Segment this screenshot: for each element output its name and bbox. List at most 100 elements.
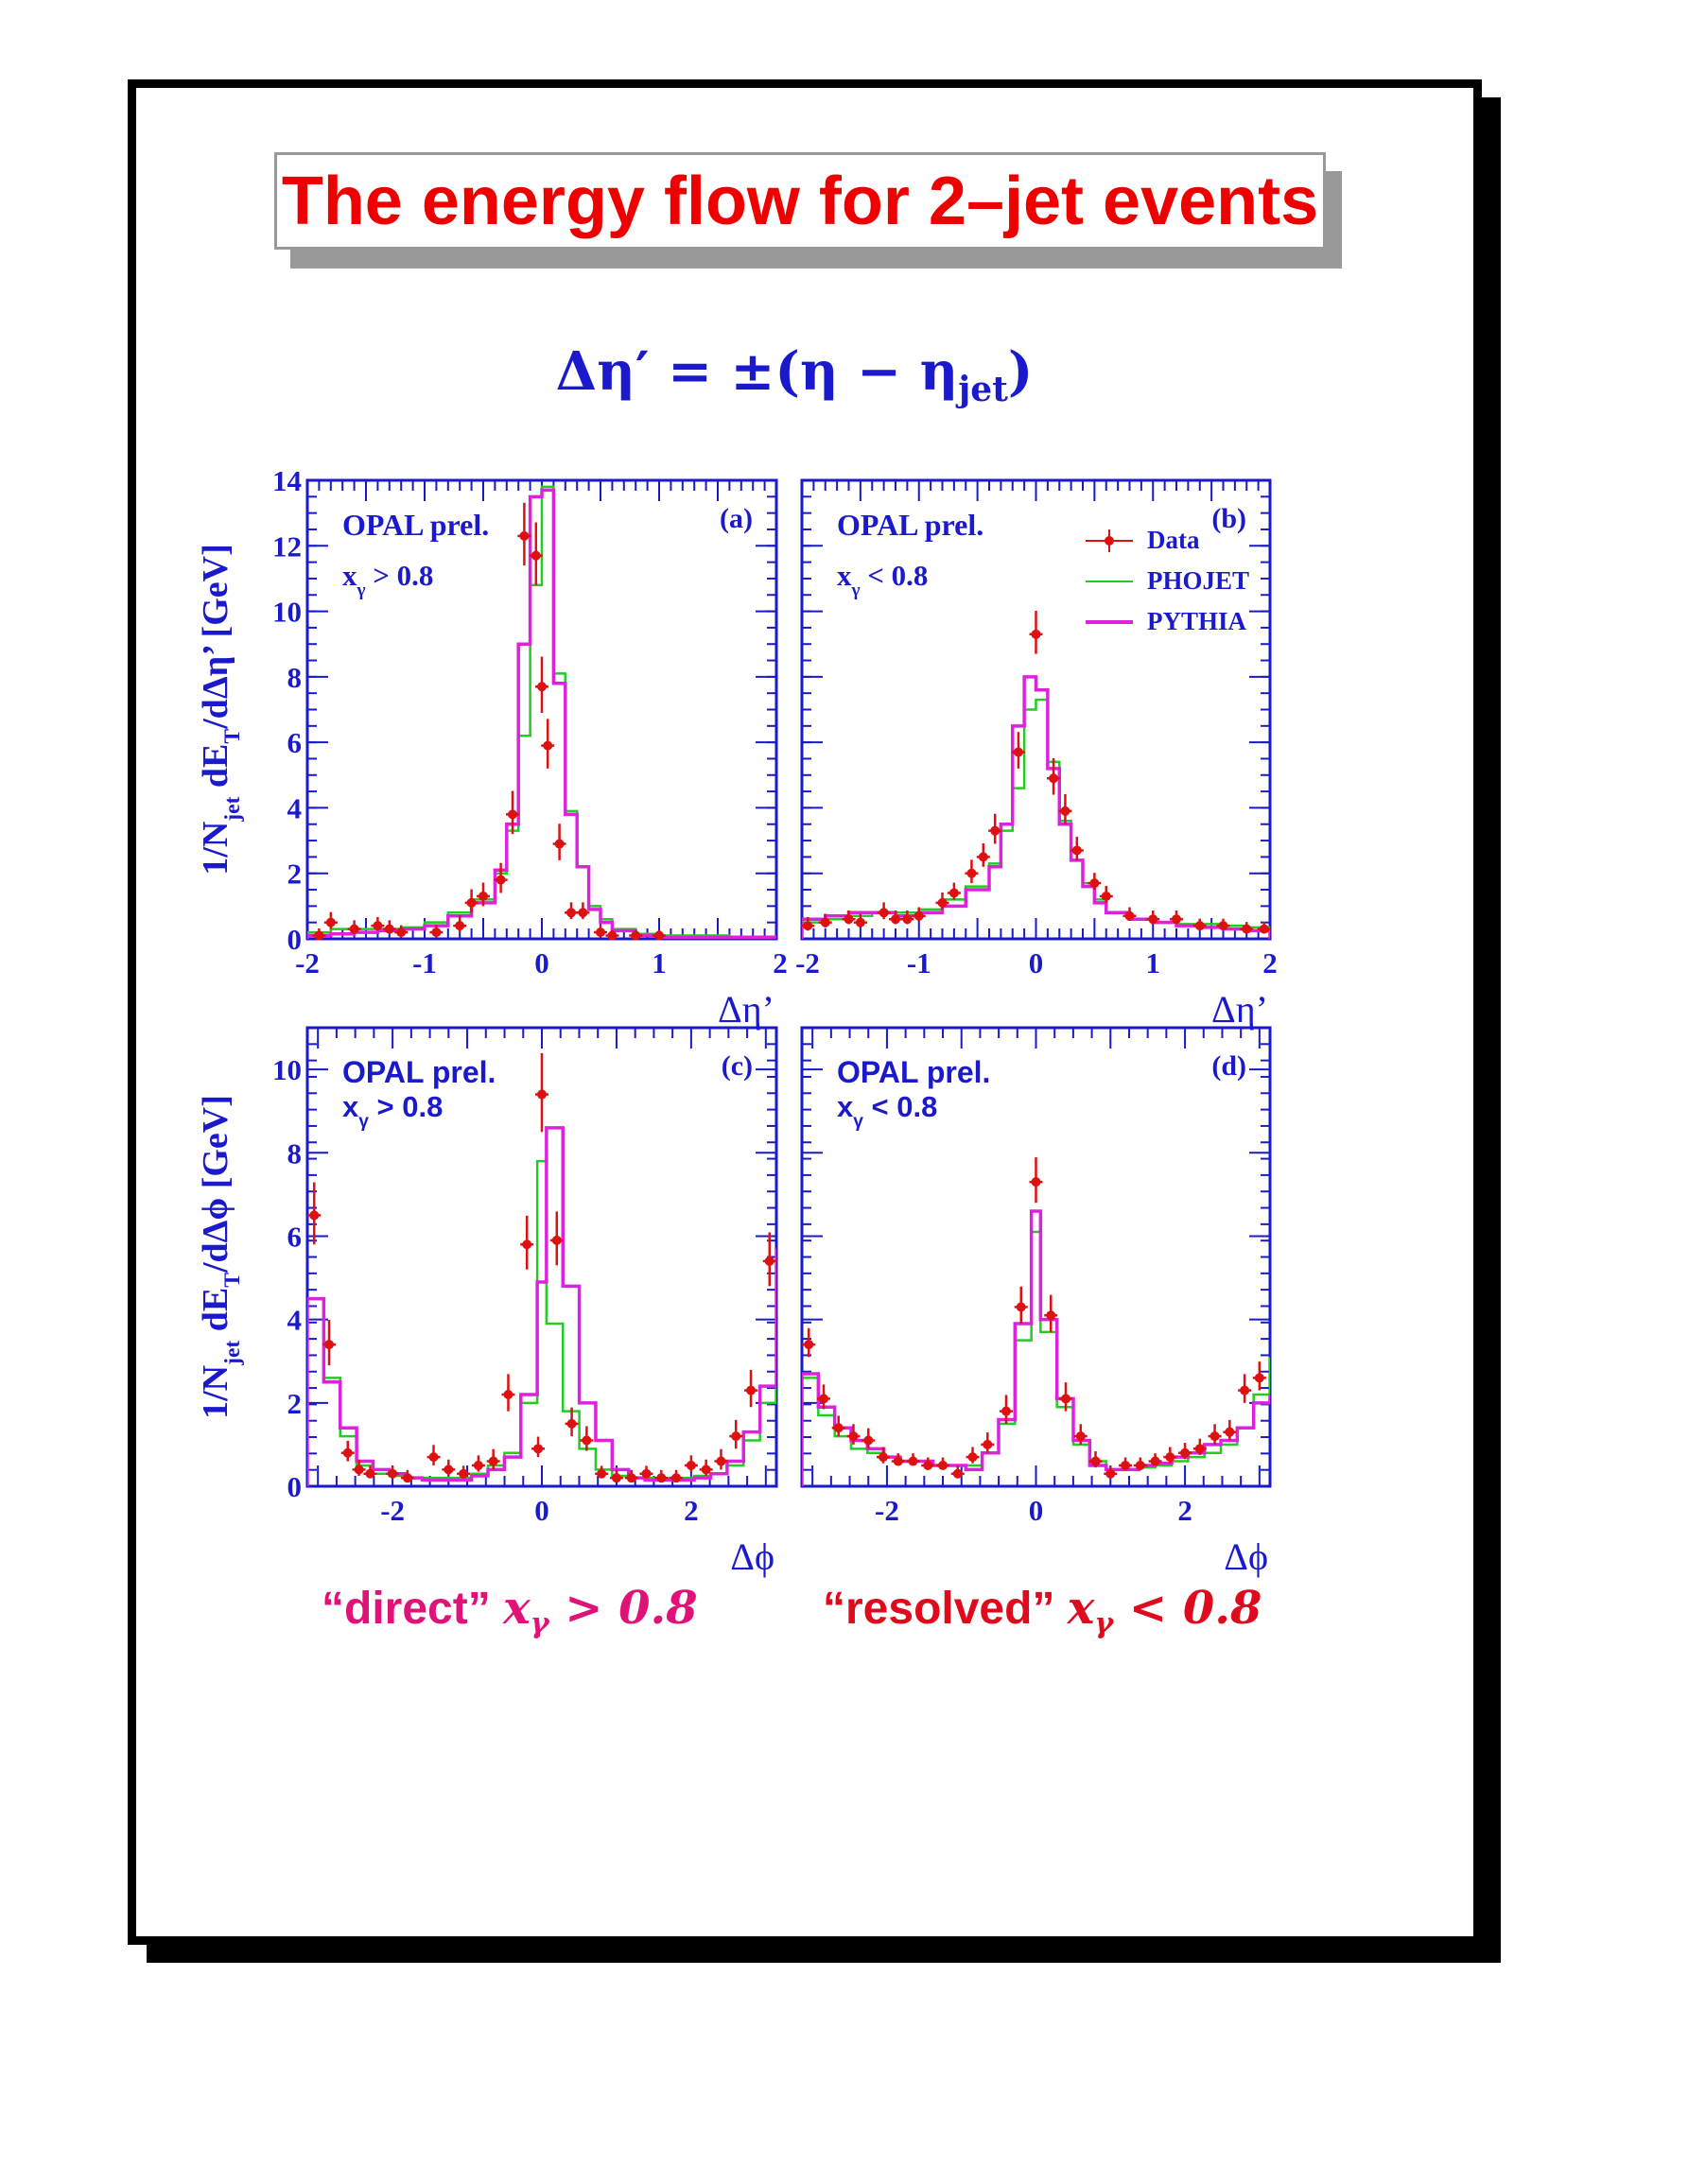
legend-pythia-label: PYTHIA xyxy=(1147,607,1247,635)
data-point xyxy=(388,1468,398,1479)
data-point xyxy=(444,1465,454,1475)
data-point xyxy=(803,921,813,931)
data-point xyxy=(879,908,889,918)
data-point xyxy=(804,1340,814,1350)
slide-title: The energy flow for 2–jet events xyxy=(281,163,1319,239)
y-tick-label: 10 xyxy=(272,596,302,629)
data-point xyxy=(1148,914,1158,925)
data-point xyxy=(309,1210,320,1221)
data-point xyxy=(1031,629,1041,639)
data-point xyxy=(1016,1302,1026,1312)
data-point xyxy=(578,908,588,918)
data-point xyxy=(508,809,517,820)
data-point xyxy=(596,927,605,938)
x-tick-label: 1 xyxy=(652,946,667,979)
y-tick-label: 4 xyxy=(287,1304,303,1337)
data-point xyxy=(990,825,1001,836)
data-point xyxy=(1075,1431,1086,1442)
data-point xyxy=(654,930,664,941)
data-point xyxy=(537,1089,547,1100)
y-tick-label: 8 xyxy=(287,661,303,694)
x-axis-title: Δη’ xyxy=(1211,988,1268,1031)
data-point xyxy=(1259,924,1269,934)
data-point xyxy=(1218,921,1228,931)
data-point xyxy=(1121,1460,1131,1470)
data-point xyxy=(716,1456,726,1466)
formula-rhs: ) xyxy=(1007,340,1034,403)
data-point xyxy=(1071,845,1082,856)
data-point xyxy=(1060,806,1070,816)
legend: Data PHOJET PYTHIA xyxy=(1086,526,1249,635)
data-point xyxy=(611,1473,621,1483)
data-point xyxy=(566,908,576,918)
data-point xyxy=(1090,1456,1101,1466)
data-point xyxy=(701,1465,711,1475)
data-point xyxy=(764,1256,774,1266)
data-point xyxy=(519,530,530,541)
x-tick-label: -2 xyxy=(875,1494,899,1527)
data-point xyxy=(402,1473,412,1483)
data-point xyxy=(1240,1385,1250,1395)
x-tick-label: 2 xyxy=(1262,946,1278,979)
data-point xyxy=(342,1447,353,1458)
x-tick-label: 0 xyxy=(534,1494,549,1527)
data-point xyxy=(428,1452,439,1463)
data-point xyxy=(746,1385,757,1395)
x-tick-label: -2 xyxy=(380,1494,405,1527)
data-point xyxy=(566,1418,577,1429)
data-point xyxy=(1180,1447,1191,1458)
formula-lhs: Δη′ = ±(η − η xyxy=(555,340,959,403)
caption-direct: “direct” xγ > 0.8 xyxy=(322,1582,698,1640)
slide-frame xyxy=(128,79,1482,1945)
data-point xyxy=(522,1239,532,1250)
data-point xyxy=(479,891,488,901)
panel-label: (a) xyxy=(720,503,753,534)
data-point xyxy=(582,1435,592,1446)
x-tick-label: -2 xyxy=(795,946,820,979)
data-point xyxy=(543,740,553,751)
y-tick-label: 4 xyxy=(287,791,303,824)
data-point xyxy=(863,1435,874,1446)
data-point xyxy=(373,921,383,931)
data-point xyxy=(818,1394,828,1404)
data-point xyxy=(314,930,324,941)
data-point xyxy=(396,927,407,938)
x-tick-label: -1 xyxy=(412,946,437,979)
data-point xyxy=(1165,1452,1175,1463)
caption-resolved-sub: γ xyxy=(1094,1607,1114,1640)
panel-c: 0 2 4 6 8 10 -2 0 2 Δϕ (c) OPAL prel.xγ > 0.8 1/Njet… xyxy=(196,1026,778,1578)
data-point xyxy=(952,1468,963,1479)
xgamma-cut-label: xγ < 0.8 xyxy=(837,559,928,600)
data-point xyxy=(1089,878,1100,889)
data-point xyxy=(551,1235,562,1245)
data-point xyxy=(354,1465,364,1475)
panel-label: (d) xyxy=(1211,1050,1246,1082)
data-point xyxy=(384,924,394,934)
y-axis-title: 1/Njet dET/dΔϕ [GeV] xyxy=(196,1095,245,1419)
data-point xyxy=(503,1390,513,1399)
data-point xyxy=(455,921,465,931)
data-point xyxy=(533,1444,544,1454)
y-tick-label: 2 xyxy=(287,1387,303,1420)
histogram-pythia xyxy=(307,1126,776,1486)
data-point xyxy=(554,839,565,849)
data-point xyxy=(902,914,913,925)
caption-direct-sub: γ xyxy=(530,1607,549,1640)
opal-prel-label: OPAL prel. xyxy=(342,1055,496,1089)
data-point xyxy=(686,1460,696,1470)
histogram-pythia xyxy=(802,675,1270,939)
caption-direct-cond: > 0.8 xyxy=(548,1582,698,1635)
y-tick-label: 6 xyxy=(287,1220,303,1253)
y-tick-label: 6 xyxy=(287,726,303,759)
data-point xyxy=(1046,1310,1056,1321)
title-box: The energy flow for 2–jet events xyxy=(274,152,1326,250)
y-axis-title: 1/Njet dET/dΔη’ [GeV] xyxy=(196,544,245,875)
data-point xyxy=(631,930,641,941)
data-point xyxy=(537,682,547,692)
data-point xyxy=(1049,773,1059,784)
data-point xyxy=(1001,1406,1011,1416)
data-point xyxy=(948,888,959,898)
x-axis-title: Δϕ xyxy=(1224,1535,1268,1578)
